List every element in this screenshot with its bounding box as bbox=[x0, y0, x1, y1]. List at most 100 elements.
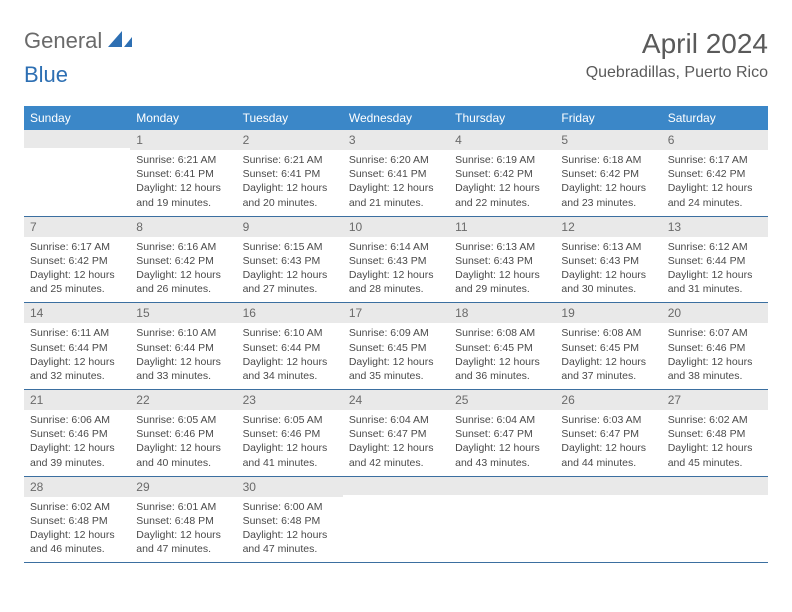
day-details: Sunrise: 6:03 AMSunset: 6:47 PMDaylight:… bbox=[555, 410, 661, 476]
day-details: Sunrise: 6:09 AMSunset: 6:45 PMDaylight:… bbox=[343, 323, 449, 389]
weekday-header: Tuesday bbox=[237, 106, 343, 130]
day-details: Sunrise: 6:14 AMSunset: 6:43 PMDaylight:… bbox=[343, 237, 449, 303]
calendar-cell bbox=[24, 130, 130, 216]
day-number bbox=[449, 477, 555, 495]
day-number: 13 bbox=[662, 217, 768, 237]
day-details: Sunrise: 6:06 AMSunset: 6:46 PMDaylight:… bbox=[24, 410, 130, 476]
day-detail-line: Sunrise: 6:03 AM bbox=[561, 413, 655, 427]
calendar-cell bbox=[555, 476, 661, 563]
day-number: 14 bbox=[24, 303, 130, 323]
day-detail-line: Daylight: 12 hours and 34 minutes. bbox=[243, 355, 337, 383]
weekday-header: Wednesday bbox=[343, 106, 449, 130]
day-detail-line: Sunset: 6:42 PM bbox=[30, 254, 124, 268]
day-number: 4 bbox=[449, 130, 555, 150]
day-details: Sunrise: 6:07 AMSunset: 6:46 PMDaylight:… bbox=[662, 323, 768, 389]
day-number: 22 bbox=[130, 390, 236, 410]
calendar-cell: 29Sunrise: 6:01 AMSunset: 6:48 PMDayligh… bbox=[130, 476, 236, 563]
day-detail-line: Sunset: 6:42 PM bbox=[455, 167, 549, 181]
calendar-cell: 10Sunrise: 6:14 AMSunset: 6:43 PMDayligh… bbox=[343, 216, 449, 303]
calendar-week-row: 21Sunrise: 6:06 AMSunset: 6:46 PMDayligh… bbox=[24, 390, 768, 477]
calendar-cell: 7Sunrise: 6:17 AMSunset: 6:42 PMDaylight… bbox=[24, 216, 130, 303]
day-details: Sunrise: 6:20 AMSunset: 6:41 PMDaylight:… bbox=[343, 150, 449, 216]
day-detail-line: Sunset: 6:46 PM bbox=[30, 427, 124, 441]
day-details: Sunrise: 6:08 AMSunset: 6:45 PMDaylight:… bbox=[555, 323, 661, 389]
page-title: April 2024 bbox=[586, 28, 768, 60]
day-detail-line: Daylight: 12 hours and 45 minutes. bbox=[668, 441, 762, 469]
day-detail-line: Sunset: 6:48 PM bbox=[136, 514, 230, 528]
day-detail-line: Sunset: 6:45 PM bbox=[561, 341, 655, 355]
day-detail-line: Sunrise: 6:11 AM bbox=[30, 326, 124, 340]
day-detail-line: Sunrise: 6:05 AM bbox=[136, 413, 230, 427]
day-detail-line: Daylight: 12 hours and 42 minutes. bbox=[349, 441, 443, 469]
day-number: 24 bbox=[343, 390, 449, 410]
calendar-week-row: 1Sunrise: 6:21 AMSunset: 6:41 PMDaylight… bbox=[24, 130, 768, 216]
day-detail-line: Sunset: 6:42 PM bbox=[561, 167, 655, 181]
calendar-cell bbox=[662, 476, 768, 563]
day-detail-line: Sunrise: 6:08 AM bbox=[561, 326, 655, 340]
day-details: Sunrise: 6:12 AMSunset: 6:44 PMDaylight:… bbox=[662, 237, 768, 303]
day-details: Sunrise: 6:17 AMSunset: 6:42 PMDaylight:… bbox=[662, 150, 768, 216]
day-detail-line: Sunset: 6:47 PM bbox=[455, 427, 549, 441]
day-detail-line: Sunset: 6:41 PM bbox=[136, 167, 230, 181]
day-detail-line: Sunrise: 6:17 AM bbox=[668, 153, 762, 167]
day-detail-line: Daylight: 12 hours and 33 minutes. bbox=[136, 355, 230, 383]
day-detail-line: Daylight: 12 hours and 41 minutes. bbox=[243, 441, 337, 469]
day-detail-line: Sunset: 6:41 PM bbox=[349, 167, 443, 181]
calendar-cell: 2Sunrise: 6:21 AMSunset: 6:41 PMDaylight… bbox=[237, 130, 343, 216]
day-detail-line: Daylight: 12 hours and 22 minutes. bbox=[455, 181, 549, 209]
day-detail-line: Sunrise: 6:19 AM bbox=[455, 153, 549, 167]
day-detail-line: Daylight: 12 hours and 28 minutes. bbox=[349, 268, 443, 296]
day-number: 5 bbox=[555, 130, 661, 150]
day-detail-line: Sunrise: 6:10 AM bbox=[243, 326, 337, 340]
day-details: Sunrise: 6:02 AMSunset: 6:48 PMDaylight:… bbox=[24, 497, 130, 563]
day-detail-line: Daylight: 12 hours and 30 minutes. bbox=[561, 268, 655, 296]
day-number: 2 bbox=[237, 130, 343, 150]
day-detail-line: Sunset: 6:43 PM bbox=[561, 254, 655, 268]
day-details: Sunrise: 6:01 AMSunset: 6:48 PMDaylight:… bbox=[130, 497, 236, 563]
calendar-cell: 21Sunrise: 6:06 AMSunset: 6:46 PMDayligh… bbox=[24, 390, 130, 477]
day-detail-line: Daylight: 12 hours and 47 minutes. bbox=[136, 528, 230, 556]
day-detail-line: Sunrise: 6:04 AM bbox=[349, 413, 443, 427]
day-details: Sunrise: 6:13 AMSunset: 6:43 PMDaylight:… bbox=[449, 237, 555, 303]
calendar-cell: 30Sunrise: 6:00 AMSunset: 6:48 PMDayligh… bbox=[237, 476, 343, 563]
calendar-cell: 9Sunrise: 6:15 AMSunset: 6:43 PMDaylight… bbox=[237, 216, 343, 303]
day-number: 19 bbox=[555, 303, 661, 323]
calendar-week-row: 14Sunrise: 6:11 AMSunset: 6:44 PMDayligh… bbox=[24, 303, 768, 390]
day-detail-line: Sunset: 6:46 PM bbox=[136, 427, 230, 441]
day-number: 12 bbox=[555, 217, 661, 237]
day-number: 28 bbox=[24, 477, 130, 497]
calendar-cell: 11Sunrise: 6:13 AMSunset: 6:43 PMDayligh… bbox=[449, 216, 555, 303]
day-details: Sunrise: 6:13 AMSunset: 6:43 PMDaylight:… bbox=[555, 237, 661, 303]
day-number: 25 bbox=[449, 390, 555, 410]
day-number: 17 bbox=[343, 303, 449, 323]
calendar-week-row: 28Sunrise: 6:02 AMSunset: 6:48 PMDayligh… bbox=[24, 476, 768, 563]
day-details: Sunrise: 6:05 AMSunset: 6:46 PMDaylight:… bbox=[130, 410, 236, 476]
day-detail-line: Sunset: 6:42 PM bbox=[668, 167, 762, 181]
day-number: 16 bbox=[237, 303, 343, 323]
calendar-cell: 5Sunrise: 6:18 AMSunset: 6:42 PMDaylight… bbox=[555, 130, 661, 216]
day-detail-line: Sunrise: 6:02 AM bbox=[30, 500, 124, 514]
day-detail-line: Daylight: 12 hours and 38 minutes. bbox=[668, 355, 762, 383]
day-detail-line: Sunrise: 6:18 AM bbox=[561, 153, 655, 167]
title-block: April 2024 Quebradillas, Puerto Rico bbox=[586, 28, 768, 82]
day-detail-line: Daylight: 12 hours and 27 minutes. bbox=[243, 268, 337, 296]
day-detail-line: Daylight: 12 hours and 35 minutes. bbox=[349, 355, 443, 383]
day-details: Sunrise: 6:15 AMSunset: 6:43 PMDaylight:… bbox=[237, 237, 343, 303]
day-details: Sunrise: 6:00 AMSunset: 6:48 PMDaylight:… bbox=[237, 497, 343, 563]
day-detail-line: Sunset: 6:48 PM bbox=[30, 514, 124, 528]
day-detail-line: Daylight: 12 hours and 20 minutes. bbox=[243, 181, 337, 209]
day-number: 18 bbox=[449, 303, 555, 323]
calendar-cell: 28Sunrise: 6:02 AMSunset: 6:48 PMDayligh… bbox=[24, 476, 130, 563]
day-detail-line: Daylight: 12 hours and 39 minutes. bbox=[30, 441, 124, 469]
day-number: 11 bbox=[449, 217, 555, 237]
logo-text-1: General bbox=[24, 28, 102, 54]
day-detail-line: Sunrise: 6:20 AM bbox=[349, 153, 443, 167]
day-detail-line: Sunrise: 6:15 AM bbox=[243, 240, 337, 254]
day-number bbox=[24, 130, 130, 148]
day-detail-line: Sunrise: 6:10 AM bbox=[136, 326, 230, 340]
day-detail-line: Sunrise: 6:00 AM bbox=[243, 500, 337, 514]
day-detail-line: Daylight: 12 hours and 46 minutes. bbox=[30, 528, 124, 556]
day-detail-line: Sunrise: 6:16 AM bbox=[136, 240, 230, 254]
day-detail-line: Sunset: 6:42 PM bbox=[136, 254, 230, 268]
day-number: 7 bbox=[24, 217, 130, 237]
